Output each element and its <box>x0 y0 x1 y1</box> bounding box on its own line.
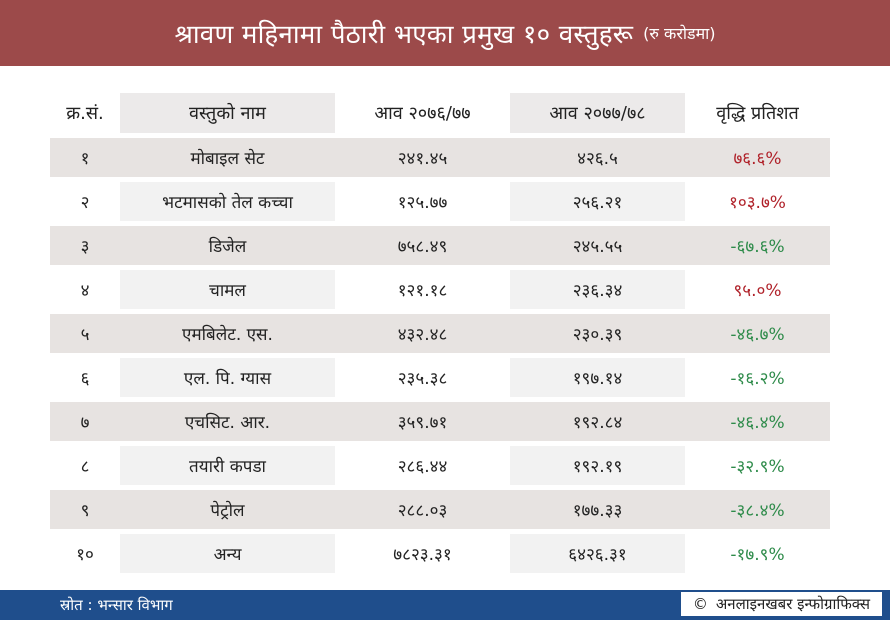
header-growth-percent: वृद्धि प्रतिशत <box>716 103 799 124</box>
item-name-cell: एचसिट. आर. <box>120 402 335 441</box>
table-row: ६ एल. पि. ग्यास २३५.३८ १९७.१४ -१६.२% <box>50 358 830 397</box>
growth-cell: ९५.०% <box>685 270 830 309</box>
growth-cell: -१६.२% <box>685 358 830 397</box>
footer-bar: स्रोत : भन्सार विभाग © अनलाइनखबर इन्फोग्… <box>0 590 890 620</box>
item-name-cell: मोबाइल सेट <box>120 138 335 177</box>
table-row: ४ चामल १२१.१८ २३६.३४ ९५.०% <box>50 270 830 309</box>
table-row: ३ डिजेल ७५८.४९ २४५.५५ -६७.६% <box>50 226 830 265</box>
value-2076-77-cell: २८६.४४ <box>335 446 510 485</box>
serial-cell: ६ <box>50 358 120 397</box>
serial-cell: १ <box>50 138 120 177</box>
value-2077-78-cell: १७७.३३ <box>510 490 685 529</box>
value-2077-78-cell: १९७.१४ <box>510 358 685 397</box>
growth-cell: -३८.४% <box>685 490 830 529</box>
item-name-cell: पेट्रोल <box>120 490 335 529</box>
credit-text: अनलाइनखबर इन्फोग्राफिक्स <box>715 595 870 613</box>
growth-cell: -१७.९% <box>685 534 830 573</box>
table-header-row: क्र.सं. वस्तुको नाम आव २०७६/७७ आव २०७७/७… <box>50 93 830 133</box>
header-serial: क्र.सं. <box>66 103 104 124</box>
value-2077-78-cell: २३०.३९ <box>510 314 685 353</box>
header-item-name: वस्तुको नाम <box>120 93 335 133</box>
item-name-cell: डिजेल <box>120 226 335 265</box>
serial-cell: १० <box>50 534 120 573</box>
value-2076-77-cell: २४१.४५ <box>335 138 510 177</box>
growth-cell: -४६.४% <box>685 402 830 441</box>
value-2076-77-cell: १२५.७७ <box>335 182 510 221</box>
value-2077-78-cell: २५६.२१ <box>510 182 685 221</box>
table-row: २ भटमासको तेल कच्चा १२५.७७ २५६.२१ १०३.७% <box>50 182 830 221</box>
serial-cell: ८ <box>50 446 120 485</box>
value-2076-77-cell: २३५.३८ <box>335 358 510 397</box>
item-name-cell: एमबिलेट. एस. <box>120 314 335 353</box>
growth-cell: १०३.७% <box>685 182 830 221</box>
header-year-2077-78: आव २०७७/७८ <box>510 93 685 133</box>
item-name-cell: तयारी कपडा <box>120 446 335 485</box>
table-body: १ मोबाइल सेट २४१.४५ ४२६.५ ७६.६% २ भटमासको तेल … <box>50 138 830 573</box>
value-2077-78-cell: ४२६.५ <box>510 138 685 177</box>
growth-cell: -३२.९% <box>685 446 830 485</box>
value-2077-78-cell: ६४२६.३१ <box>510 534 685 573</box>
item-name-cell: अन्य <box>120 534 335 573</box>
value-2076-77-cell: २८८.०३ <box>335 490 510 529</box>
growth-cell: -६७.६% <box>685 226 830 265</box>
title-bar: श्रावण महिनामा पैठारी भएका प्रमुख १० वस्… <box>0 0 890 66</box>
item-name-cell: एल. पि. ग्यास <box>120 358 335 397</box>
table-row: ५ एमबिलेट. एस. ४३२.४८ २३०.३९ -४६.७% <box>50 314 830 353</box>
serial-cell: ३ <box>50 226 120 265</box>
table-row: ८ तयारी कपडा २८६.४४ १९२.१९ -३२.९% <box>50 446 830 485</box>
item-name-cell: भटमासको तेल कच्चा <box>120 182 335 221</box>
item-name-cell: चामल <box>120 270 335 309</box>
growth-cell: -४६.७% <box>685 314 830 353</box>
credit-box: © अनलाइनखबर इन्फोग्राफिक्स <box>680 592 882 616</box>
value-2077-78-cell: २३६.३४ <box>510 270 685 309</box>
value-2077-78-cell: १९२.१९ <box>510 446 685 485</box>
value-2076-77-cell: ७८२३.३१ <box>335 534 510 573</box>
import-table-wrapper: क्र.सं. वस्तुको नाम आव २०७६/७७ आव २०७७/७… <box>50 88 830 578</box>
value-2077-78-cell: २४५.५५ <box>510 226 685 265</box>
table-row: १० अन्य ७८२३.३१ ६४२६.३१ -१७.९% <box>50 534 830 573</box>
serial-cell: ४ <box>50 270 120 309</box>
header-year-2076-77: आव २०७६/७७ <box>374 103 471 124</box>
serial-cell: ९ <box>50 490 120 529</box>
value-2076-77-cell: १२१.१८ <box>335 270 510 309</box>
copyright-icon: © <box>692 595 708 613</box>
source-text: स्रोत : भन्सार विभाग <box>60 596 173 614</box>
import-table: क्र.सं. वस्तुको नाम आव २०७६/७७ आव २०७७/७… <box>50 88 830 578</box>
value-2076-77-cell: ३५९.७१ <box>335 402 510 441</box>
table-row: १ मोबाइल सेट २४१.४५ ४२६.५ ७६.६% <box>50 138 830 177</box>
table-row: ७ एचसिट. आर. ३५९.७१ १९२.८४ -४६.४% <box>50 402 830 441</box>
growth-cell: ७६.६% <box>685 138 830 177</box>
value-2076-77-cell: ४३२.४८ <box>335 314 510 353</box>
serial-cell: ७ <box>50 402 120 441</box>
table-row: ९ पेट्रोल २८८.०३ १७७.३३ -३८.४% <box>50 490 830 529</box>
serial-cell: ५ <box>50 314 120 353</box>
unit-note: (रु करोडमा) <box>643 24 716 43</box>
serial-cell: २ <box>50 182 120 221</box>
value-2076-77-cell: ७५८.४९ <box>335 226 510 265</box>
page-title: श्रावण महिनामा पैठारी भएका प्रमुख १० वस्… <box>174 20 634 50</box>
value-2077-78-cell: १९२.८४ <box>510 402 685 441</box>
